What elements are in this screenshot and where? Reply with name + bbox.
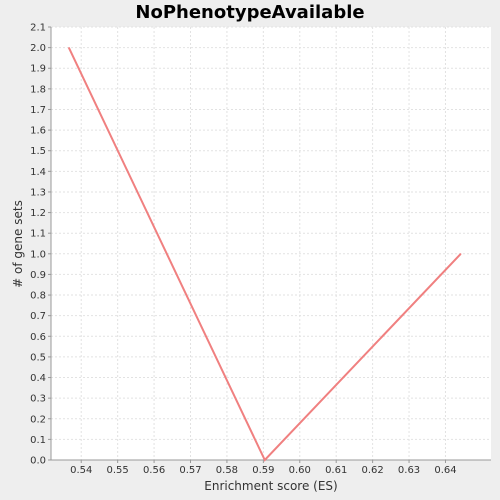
y-tick-label: 0.8 [30, 291, 46, 302]
y-tick-label: 1.8 [30, 84, 46, 95]
y-tick-label: 1.5 [30, 146, 46, 157]
y-tick-label: 1.1 [30, 229, 46, 240]
x-tick-label: 0.58 [216, 465, 238, 476]
x-tick-label: 0.57 [179, 465, 201, 476]
x-tick-label: 0.62 [361, 465, 383, 476]
y-axis-label: # of gene sets [11, 200, 25, 288]
x-tick-label: 0.60 [289, 465, 311, 476]
y-tick-label: 1.0 [30, 249, 46, 260]
y-tick-label: 1.7 [30, 105, 46, 116]
x-tick-label: 0.63 [398, 465, 420, 476]
x-tick-label: 0.61 [325, 465, 347, 476]
y-tick-label: 1.3 [30, 187, 46, 198]
y-tick-label: 0.9 [30, 270, 46, 281]
data-point [68, 47, 70, 49]
y-tick-label: 2.1 [30, 23, 46, 34]
y-axis-ticks: 0.0 0.1 0.2 0.3 0.4 0.5 0.6 0.7 0.8 0.9 1.0 1.1 1.2 1… [30, 23, 51, 467]
x-axis-ticks: 0.54 0.55 0.56 0.57 0.58 0.59 0.60 0.61 0.62 0.63… [70, 460, 457, 476]
x-tick-label: 0.64 [434, 465, 456, 476]
axes [50, 27, 491, 461]
x-axis-label: Enrichment score (ES) [204, 479, 337, 493]
y-tick-label: 0.7 [30, 311, 46, 322]
y-tick-label: 0.3 [30, 394, 46, 405]
x-tick-label: 0.56 [143, 465, 165, 476]
y-tick-label: 0.2 [30, 414, 46, 425]
y-tick-label: 2.0 [30, 43, 46, 54]
y-tick-label: 1.4 [30, 167, 46, 178]
x-tick-label: 0.54 [70, 465, 92, 476]
data-point [460, 253, 462, 255]
y-tick-label: 0.4 [30, 373, 46, 384]
y-tick-label: 1.2 [30, 208, 46, 219]
y-tick-label: 0.1 [30, 435, 46, 446]
gridlines [51, 26, 491, 461]
plot-area [51, 27, 491, 460]
data-point [264, 459, 266, 461]
y-tick-label: 1.6 [30, 126, 46, 137]
x-tick-label: 0.59 [252, 465, 274, 476]
y-tick-label: 0.5 [30, 352, 46, 363]
x-tick-label: 0.55 [107, 465, 129, 476]
chart-title: NoPhenotypeAvailable [135, 2, 364, 23]
y-tick-label: 1.9 [30, 64, 46, 75]
y-tick-label: 0.0 [30, 456, 46, 467]
y-tick-label: 0.6 [30, 332, 46, 343]
series-layer [67, 47, 462, 462]
